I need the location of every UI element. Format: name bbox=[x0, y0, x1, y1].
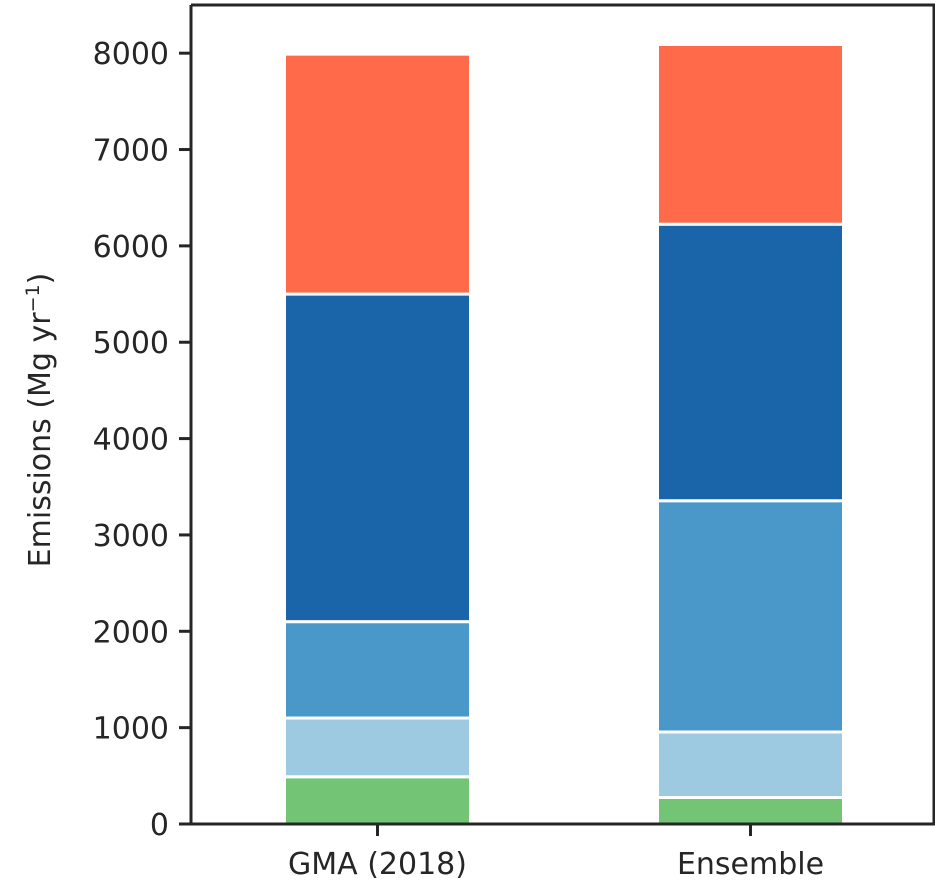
y-tick-label: 3000 bbox=[93, 519, 169, 554]
x-tick-label: GMA (2018) bbox=[288, 847, 467, 882]
y-tick-label: 1000 bbox=[93, 712, 169, 747]
y-tick-label: 8000 bbox=[93, 37, 169, 72]
y-axis-label-main: Emissions (Mg yr bbox=[23, 312, 58, 568]
bar-segment bbox=[656, 43, 845, 226]
y-axis-label-superscript: −1 bbox=[22, 284, 44, 312]
y-tick-label: 2000 bbox=[93, 615, 169, 650]
x-ticks-group: GMA (2018) Ensemble bbox=[288, 824, 824, 882]
y-axis-label: Emissions (Mg yr−1) bbox=[22, 273, 58, 568]
bar-segment bbox=[283, 292, 472, 624]
bar-segment bbox=[283, 775, 472, 826]
y-ticks-group: 0 1000 2000 3000 4000 5000 6000 7000 8000 bbox=[93, 37, 191, 843]
bar-segment bbox=[283, 52, 472, 296]
y-tick-label: 5000 bbox=[93, 326, 169, 361]
y-tick-label: 4000 bbox=[93, 423, 169, 458]
bars-group bbox=[283, 43, 845, 826]
bar-segment bbox=[656, 499, 845, 734]
bar-segment bbox=[656, 796, 845, 826]
y-axis-label-close: ) bbox=[23, 273, 58, 285]
y-tick-label: 6000 bbox=[93, 230, 169, 265]
x-tick-label: Ensemble bbox=[677, 847, 824, 882]
bar-segment bbox=[283, 620, 472, 720]
bar-segment bbox=[283, 716, 472, 779]
axes-group bbox=[189, 3, 935, 826]
bar-segment bbox=[656, 222, 845, 503]
y-tick-label: 0 bbox=[150, 808, 169, 843]
y-tick-label: 7000 bbox=[93, 134, 169, 169]
bar-segment bbox=[656, 730, 845, 800]
